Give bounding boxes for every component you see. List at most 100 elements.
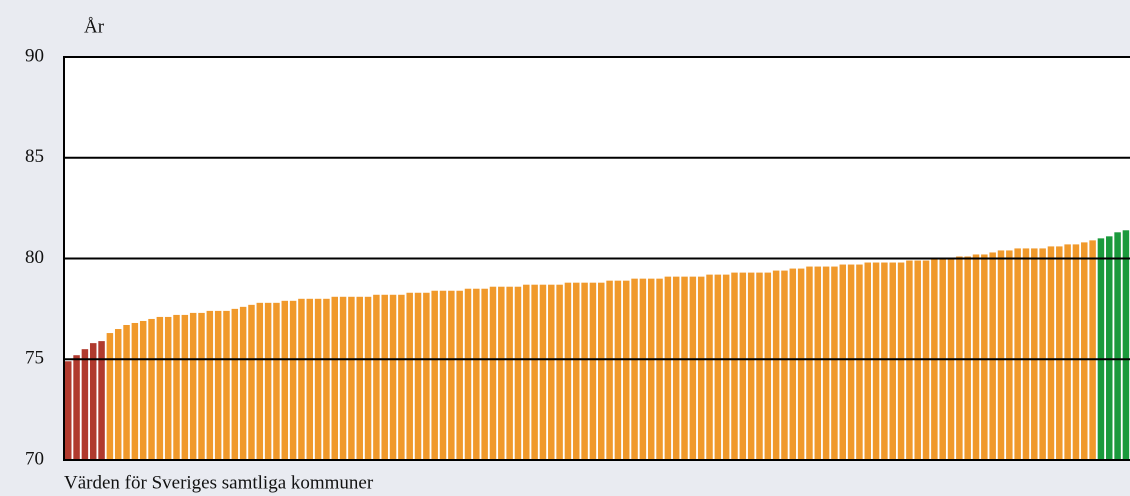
bar <box>847 264 855 460</box>
bar <box>856 264 863 460</box>
bar <box>398 294 405 460</box>
bar <box>348 296 355 460</box>
bar <box>289 300 297 460</box>
bar <box>897 262 905 460</box>
bar <box>1047 246 1055 460</box>
bar <box>689 276 697 460</box>
bar <box>431 290 438 460</box>
bar <box>622 280 630 460</box>
bar <box>1106 236 1113 460</box>
bar <box>639 278 647 460</box>
bar <box>139 320 147 460</box>
bar <box>781 270 788 460</box>
y-tick-label: 70 <box>25 448 44 469</box>
bar <box>789 268 797 460</box>
bar <box>972 254 980 460</box>
bar <box>439 290 447 460</box>
bar <box>214 310 222 460</box>
y-tick-label: 85 <box>25 146 44 167</box>
bar <box>523 284 530 460</box>
bar <box>839 264 847 460</box>
bar <box>406 292 413 460</box>
bar <box>273 302 280 460</box>
bar <box>681 276 688 460</box>
bar <box>298 298 305 460</box>
bar <box>173 314 180 460</box>
bar <box>81 349 89 460</box>
bar <box>922 260 930 460</box>
bar <box>498 286 505 460</box>
bar <box>339 296 347 460</box>
bar <box>264 302 272 460</box>
bar <box>123 324 130 460</box>
bar <box>914 260 921 460</box>
bar <box>198 312 205 460</box>
bar <box>1114 232 1121 460</box>
bar <box>822 266 830 460</box>
bar <box>864 262 871 460</box>
bar <box>548 284 555 460</box>
bar <box>906 260 913 460</box>
bar <box>64 361 72 460</box>
y-axis-label: År <box>84 16 105 37</box>
bar <box>389 294 397 460</box>
bar <box>248 304 255 460</box>
bar <box>506 286 513 460</box>
bar <box>889 262 896 460</box>
bar <box>1031 248 1038 460</box>
bar <box>256 302 264 460</box>
bar <box>131 322 139 460</box>
bar <box>722 274 730 460</box>
bar <box>706 274 713 460</box>
bar <box>589 282 597 460</box>
bar <box>672 276 680 460</box>
bar <box>556 284 563 460</box>
bar <box>1056 246 1063 460</box>
bar <box>597 282 605 460</box>
bar <box>306 298 314 460</box>
bar <box>964 256 971 460</box>
bar <box>314 298 322 460</box>
bar <box>189 312 197 460</box>
bar <box>656 278 663 460</box>
bar <box>714 274 722 460</box>
bar <box>1022 248 1030 460</box>
bar <box>1089 240 1096 460</box>
bar <box>1081 242 1088 460</box>
bar <box>114 329 122 460</box>
bar <box>323 298 330 460</box>
bar <box>414 292 422 460</box>
bar <box>373 294 380 460</box>
bar <box>564 282 572 460</box>
bar <box>514 286 522 460</box>
bar <box>797 268 805 460</box>
bar <box>489 286 497 460</box>
bar <box>731 272 738 460</box>
bar <box>1122 230 1130 460</box>
bar <box>98 341 105 460</box>
bar <box>814 266 822 460</box>
bar <box>1014 248 1021 460</box>
bar <box>281 300 289 460</box>
bar <box>997 250 1005 460</box>
bar <box>606 280 613 460</box>
y-tick-label: 80 <box>25 247 44 268</box>
bar <box>73 355 80 460</box>
bar <box>381 294 388 460</box>
bar <box>223 310 230 460</box>
bar <box>739 272 747 460</box>
bar <box>481 288 488 460</box>
bar <box>239 306 247 460</box>
x-axis-label: Värden för Sveriges samtliga kommuner <box>64 472 374 493</box>
bar <box>364 296 372 460</box>
bar <box>356 296 363 460</box>
bar <box>423 292 430 460</box>
bar <box>872 262 880 460</box>
y-tick-label: 75 <box>25 348 44 369</box>
bar <box>473 288 480 460</box>
bar <box>1006 250 1013 460</box>
bar <box>1072 244 1080 460</box>
bar <box>1064 244 1071 460</box>
bar <box>956 256 963 460</box>
